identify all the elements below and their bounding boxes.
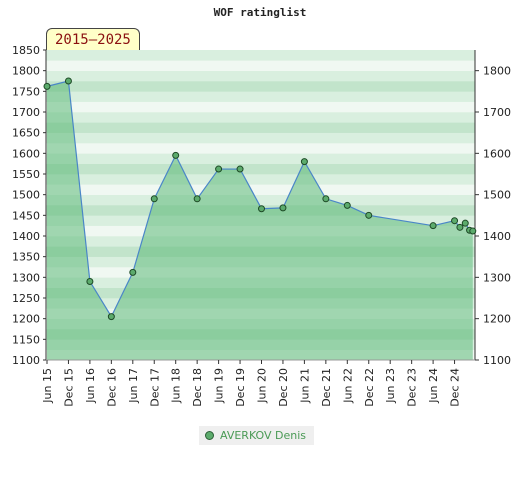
- x-tick-label: Dec 21: [320, 368, 333, 407]
- legend[interactable]: AVERKOV Denis: [199, 426, 315, 445]
- plot-band: [46, 194, 475, 206]
- y-tick-label-left: 1600: [12, 147, 40, 160]
- y-tick-label-left: 1700: [12, 106, 40, 119]
- plot-band: [46, 50, 475, 61]
- y-tick-label-left: 1200: [12, 313, 40, 326]
- data-point: [107, 313, 115, 321]
- legend-label: AVERKOV Denis: [220, 429, 307, 442]
- x-tick-label: Jun 24: [427, 368, 440, 404]
- x-tick-label: Jun 20: [256, 368, 269, 404]
- data-point: [150, 195, 158, 203]
- plot-band: [46, 132, 475, 144]
- rating-line: [46, 80, 473, 318]
- x-tick-label: Dec 17: [148, 368, 161, 407]
- y-tick-label-right: 1400: [483, 230, 511, 243]
- x-tick-label: Jun 23: [384, 368, 397, 404]
- y-tick-label-right: 1100: [483, 354, 511, 367]
- data-point: [300, 158, 308, 166]
- y-tick-label-left: 1300: [12, 271, 40, 284]
- data-point: [469, 227, 477, 235]
- x-tick-label: Dec 24: [449, 368, 462, 407]
- x-tick-label: Dec 22: [363, 368, 376, 407]
- data-point: [258, 205, 265, 213]
- y-tick-label-right: 1500: [483, 189, 511, 202]
- x-tick-label: Jun 15: [41, 368, 54, 404]
- y-tick-label-right: 1200: [483, 313, 511, 326]
- y-tick-label-left: 1550: [12, 168, 40, 181]
- x-tick-label: Jun 19: [213, 368, 226, 404]
- x-tick-label: Dec 19: [234, 368, 247, 407]
- plot-band: [46, 122, 475, 133]
- plot-band: [46, 112, 475, 123]
- date-range-badge: 2015–2025: [46, 28, 140, 51]
- y-tick-label-left: 1800: [12, 65, 40, 78]
- x-tick-label: Jun 16: [84, 368, 97, 404]
- data-point: [193, 195, 201, 203]
- x-tick-label: Jun 22: [341, 368, 354, 404]
- data-point: [365, 211, 373, 219]
- y-tick-label-left: 1400: [12, 230, 40, 243]
- data-point: [322, 195, 330, 203]
- data-point: [451, 217, 459, 225]
- data-point: [172, 151, 180, 159]
- x-tick-label: Jun 17: [127, 368, 140, 404]
- plot-band: [46, 143, 475, 154]
- x-tick-label: Dec 18: [191, 368, 204, 407]
- data-point: [43, 82, 51, 90]
- x-tick-label: Jun 18: [170, 368, 183, 404]
- plot-band: [46, 101, 475, 113]
- y-tick-label-right: 1700: [483, 106, 511, 119]
- data-point: [456, 223, 464, 231]
- data-point: [64, 77, 72, 85]
- y-tick-label-left: 1750: [12, 85, 40, 98]
- y-tick-label-left: 1650: [12, 127, 40, 140]
- y-tick-label-left: 1850: [12, 44, 40, 57]
- plot-band: [46, 91, 475, 102]
- x-tick-label: Dec 16: [105, 368, 118, 407]
- y-tick-label-left: 1250: [12, 292, 40, 305]
- y-tick-label-left: 1500: [12, 189, 40, 202]
- plot-band: [46, 70, 475, 82]
- data-point: [86, 277, 94, 285]
- data-point: [461, 219, 469, 227]
- y-tick-label-left: 1100: [12, 354, 40, 367]
- data-point: [129, 268, 137, 276]
- x-tick-label: Dec 15: [62, 368, 75, 407]
- rating-area: [47, 81, 473, 360]
- y-tick-label-right: 1800: [483, 65, 511, 78]
- y-tick-label-right: 1300: [483, 271, 511, 284]
- plot-band: [46, 163, 475, 175]
- data-point: [343, 201, 351, 209]
- plot-band: [46, 174, 475, 185]
- legend-marker-icon: [205, 431, 214, 440]
- y-tick-label-left: 1150: [12, 333, 40, 346]
- plot-band: [46, 60, 475, 71]
- plot-band: [46, 153, 475, 164]
- y-tick-label-right: 1600: [483, 147, 511, 160]
- data-point: [279, 204, 287, 212]
- data-point: [215, 165, 223, 173]
- x-tick-label: Jun 21: [298, 368, 311, 404]
- x-tick-label: Dec 23: [406, 368, 419, 407]
- data-point: [236, 165, 244, 173]
- data-point: [429, 222, 437, 230]
- y-tick-label-left: 1350: [12, 251, 40, 264]
- x-tick-label: Dec 20: [277, 368, 290, 407]
- y-tick-label-left: 1450: [12, 209, 40, 222]
- plot-band: [46, 81, 475, 92]
- plot-band: [46, 184, 475, 195]
- chart-title: WOF ratinglist: [213, 6, 307, 19]
